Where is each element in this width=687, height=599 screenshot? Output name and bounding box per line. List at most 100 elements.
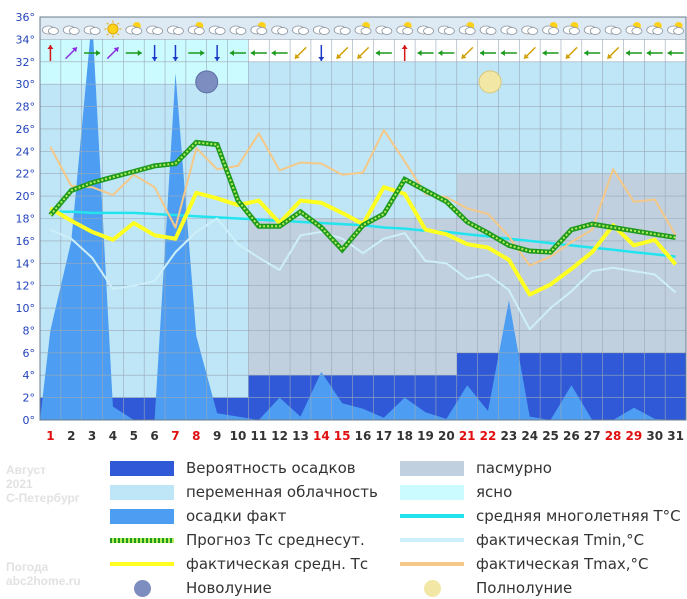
weather-cloudy-icon: [375, 25, 393, 35]
wind-arrow-icon: [667, 50, 684, 56]
legend-label: средняя многолетняя T°C: [476, 507, 681, 525]
x-tick-label: 4: [109, 429, 117, 443]
legend-label: осадки факт: [186, 507, 287, 525]
x-tick-label: 23: [501, 429, 518, 443]
legend-swatch: [400, 484, 464, 500]
wind-arrow-head: [438, 50, 443, 56]
x-tick-label: 18: [396, 429, 413, 443]
wind-arrow-icon: [172, 45, 179, 61]
wind-arrow-head: [47, 45, 54, 49]
x-tick-label: 21: [459, 429, 476, 443]
series-tmax: [49, 129, 677, 267]
weather-cloudy-icon: [333, 25, 351, 35]
y-tick-label: 10°: [16, 302, 36, 315]
wind-arrow-head: [584, 50, 589, 56]
wind-arrow-icon: [106, 46, 120, 60]
wind-arrow-head: [625, 50, 630, 56]
weather-partly-sunny-icon: [562, 22, 580, 35]
wind-arrow-icon: [584, 50, 601, 56]
wind-arrow-head: [375, 50, 380, 56]
wind-arrow-head: [336, 53, 342, 59]
wind-arrow-head: [565, 53, 571, 59]
x-tick-label: 16: [355, 429, 372, 443]
legend-item-new-moon: Новолуние: [110, 577, 272, 599]
legend-moon-swatch: [400, 579, 464, 597]
legend-line-swatch: [400, 514, 464, 518]
plot-frame: [39, 16, 687, 421]
legend-line-swatch: [110, 562, 174, 566]
wind-arrow-icon: [401, 45, 408, 61]
weather-cloudy-icon: [167, 25, 184, 35]
legend-swatch: [400, 460, 464, 476]
y-tick-label: 36°: [16, 11, 36, 24]
wind-arrow-icon: [84, 50, 101, 56]
wind-arrow-icon: [229, 50, 246, 56]
wind-arrow-icon: [417, 50, 434, 56]
weather-cloudy-icon: [417, 25, 434, 35]
y-tick-label: 8°: [23, 324, 36, 337]
legend-swatch: [110, 460, 174, 476]
sun-ray: [106, 22, 109, 25]
cloud-icon: [652, 27, 664, 35]
weather-cloudy-icon: [62, 25, 80, 35]
legend-label: Полнолуние: [476, 579, 573, 597]
wind-arrow-head: [71, 47, 77, 53]
wind-arrow-head: [151, 57, 158, 61]
cloud-icon: [173, 27, 184, 35]
legend-label: фактическая Tmin,°C: [476, 531, 645, 549]
legend-label: Прогноз Тс среднесут.: [186, 531, 365, 549]
sun-icon: [107, 23, 119, 35]
legend-line-swatch: [400, 562, 464, 566]
legend-swatch: [110, 508, 174, 524]
wind-arrow-icon: [294, 46, 307, 60]
watermark-line1: Погода: [6, 560, 49, 574]
new-moon-icon: [195, 70, 219, 94]
x-tick-label: 10: [230, 429, 247, 443]
wind-arrow-head: [480, 50, 485, 56]
wind-arrow-icon: [438, 50, 455, 56]
weather-partly-sunny-icon: [458, 22, 476, 35]
legend-item-full-moon: Полнолуние: [400, 577, 572, 599]
cloud-icon: [152, 27, 164, 35]
x-tick-label: 15: [334, 429, 351, 443]
legend-item-tmax: фактическая Tmax,°C: [400, 553, 649, 575]
y-tick-label: 20°: [16, 190, 36, 203]
series-tmin: [50, 217, 677, 331]
climate-chart: 0° 2° 4° 6° 8° 10° 12° 14° 16° 18° 20° 22° 24° 26° 28°…: [16, 11, 687, 443]
x-tick-label: 28: [605, 429, 622, 443]
wind-arrow-head: [524, 53, 530, 59]
legend-item-forecast-avg: Прогноз Тс среднесут.: [110, 529, 365, 551]
wind-arrow-icon: [565, 46, 578, 60]
x-tick-label: 22: [480, 429, 497, 443]
wind-arrow-icon: [214, 45, 221, 61]
legend-label: Новолуние: [186, 579, 272, 597]
wind-arrow-icon: [335, 46, 349, 60]
wind-arrow-head: [667, 50, 672, 56]
cloud-icon: [360, 27, 372, 35]
series-forecast-avg-dots: [49, 141, 676, 254]
y-tick-label: 0°: [23, 414, 36, 427]
weather-partly-sunny-icon: [667, 22, 684, 35]
legend-line-swatch: [400, 538, 464, 542]
month-label: Август: [6, 463, 46, 477]
wind-arrow-head: [229, 50, 234, 56]
x-tick-label: 5: [130, 429, 138, 443]
wind-arrow-head: [250, 50, 255, 56]
wind-arrow-icon: [271, 50, 288, 56]
wind-arrow-icon: [188, 50, 205, 56]
legend-item-overcast: пасмурно: [400, 457, 552, 479]
full-moon-icon: [423, 579, 441, 597]
cloud-icon: [214, 27, 226, 35]
cloud-icon: [485, 27, 497, 35]
wind-arrow-head: [137, 50, 142, 56]
wind-arrow-icon: [542, 50, 559, 56]
wind-arrow-icon: [250, 50, 267, 56]
y-tick-label: 22°: [16, 168, 36, 181]
year-label: 2021: [6, 477, 33, 491]
x-tick-label: 13: [292, 429, 309, 443]
wind-arrow-icon: [151, 45, 158, 61]
weather-cloudy-icon: [292, 25, 309, 35]
x-tick-label: 17: [375, 429, 392, 443]
legend-item-precip-prob: Вероятность осадков: [110, 457, 356, 479]
wind-arrow-icon: [47, 45, 54, 61]
